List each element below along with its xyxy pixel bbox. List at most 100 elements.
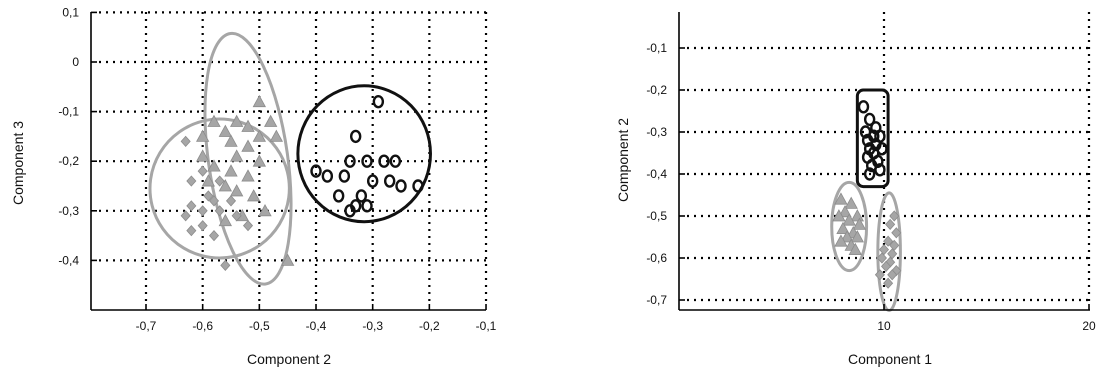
data-point-diamond xyxy=(878,244,890,256)
data-point-diamond xyxy=(180,210,191,222)
data-point-circle xyxy=(338,169,351,183)
data-point-diamond xyxy=(214,205,225,217)
data-point-diamond xyxy=(186,200,197,212)
data-point-circle xyxy=(332,189,345,203)
data-point-triangle xyxy=(264,114,278,127)
data-point-diamond xyxy=(885,218,896,230)
data-point-circle xyxy=(349,129,362,144)
y-tick-label: -0,4 xyxy=(646,167,667,181)
cluster-outline xyxy=(830,180,869,273)
data-point-diamond xyxy=(231,210,242,222)
data-point-triangle xyxy=(836,221,850,235)
y-tick-labels: -0,1 -0,2 -0,3 -0,4 -0,5 -0,6 -0,7 xyxy=(646,41,667,307)
x-axis-label: Component 1 xyxy=(848,351,932,367)
x-tick-label: -0,5 xyxy=(249,319,270,333)
y-tick-label: -0,2 xyxy=(58,154,79,168)
data-point-circle xyxy=(355,189,368,203)
data-point-circle xyxy=(857,100,870,114)
data-point-diamond xyxy=(197,165,208,177)
data-point-diamond xyxy=(881,260,892,272)
data-point-circle xyxy=(361,199,373,213)
data-point-diamond xyxy=(883,235,894,247)
data-point-triangle xyxy=(229,149,244,162)
data-point-circle xyxy=(321,169,334,183)
cluster-outline xyxy=(855,88,890,189)
data-point-triangle xyxy=(224,134,238,147)
data-point-triangle xyxy=(207,114,221,127)
data-point-triangle xyxy=(850,230,865,243)
data-point-circle xyxy=(310,164,322,178)
data-point-triangle xyxy=(241,119,255,132)
data-point-circle xyxy=(378,154,390,168)
data-point-triangle xyxy=(246,189,261,202)
data-point-triangle xyxy=(201,174,216,187)
data-point-circle xyxy=(383,174,396,188)
axes xyxy=(678,12,1090,311)
data-point-triangle xyxy=(842,213,856,226)
data-point-triangle xyxy=(844,196,858,209)
data-point-circle xyxy=(874,163,886,177)
data-point-circle xyxy=(361,154,373,168)
data-point-triangle xyxy=(241,139,255,152)
data-point-triangle xyxy=(258,203,272,217)
x-tick-label: -0,3 xyxy=(362,319,383,333)
y-tick-label: -0,3 xyxy=(646,125,667,139)
data-point-diamond xyxy=(887,269,898,281)
data-point-triangle xyxy=(224,164,238,177)
data-point-circle xyxy=(344,204,356,218)
data-point-circle xyxy=(412,179,424,193)
data-point-triangle xyxy=(850,209,865,222)
data-point-triangle xyxy=(252,129,267,142)
data-point-circle xyxy=(863,167,876,181)
data-points xyxy=(832,100,902,289)
data-point-circle xyxy=(344,154,356,168)
data-point-diamond xyxy=(197,205,208,217)
data-point-diamond xyxy=(220,259,231,271)
y-tick-label: -0,1 xyxy=(646,41,667,55)
data-point-circle xyxy=(366,174,379,188)
data-point-triangle xyxy=(252,94,267,108)
y-tick-label: -0,5 xyxy=(646,209,667,223)
data-point-triangle xyxy=(840,230,854,243)
data-point-triangle xyxy=(838,204,852,218)
cluster-outline xyxy=(203,31,293,286)
x-axis-label: Component 2 xyxy=(247,351,331,367)
cluster-outline xyxy=(296,84,432,224)
data-point-triangle xyxy=(281,253,295,266)
y-tick-label: -0,2 xyxy=(646,83,667,97)
data-point-diamond xyxy=(883,277,894,289)
y-tick-labels: 0,1 0 -0,1 -0,2 -0,3 -0,4 xyxy=(58,5,79,267)
data-point-diamond xyxy=(186,175,197,187)
data-point-triangle xyxy=(852,217,867,230)
y-tick-label: -0,3 xyxy=(58,204,79,218)
x-tick-label: -0,6 xyxy=(192,319,213,333)
data-point-diamond xyxy=(876,252,887,264)
y-axis-label: Component 2 xyxy=(615,118,631,202)
data-point-diamond xyxy=(887,248,898,260)
data-point-triangle xyxy=(848,242,862,256)
chart-left: -0,7 -0,6 -0,5 -0,4 -0,3 -0,2 -0,1 0,10-0,1-0,… xyxy=(10,5,497,367)
x-tick-label: -0,1 xyxy=(476,319,497,333)
data-point-diamond xyxy=(891,227,902,239)
x-tick-label: 20 xyxy=(1082,319,1096,333)
data-point-diamond xyxy=(203,190,214,202)
cluster-outlines xyxy=(148,31,432,286)
data-point-diamond xyxy=(197,220,208,232)
data-point-triangle xyxy=(834,234,848,247)
data-point-diamond xyxy=(208,195,220,207)
x-tick-label: 10 xyxy=(877,319,891,333)
data-point-triangle xyxy=(229,184,244,197)
data-point-circle xyxy=(389,154,402,168)
y-tick-label: -0,4 xyxy=(58,253,79,267)
chart-right: 10 20 -0,1 -0,2 -0,3 -0,4 -0,5 -0,6 -0,7 Compon… xyxy=(615,12,1096,367)
data-point-triangle xyxy=(832,209,846,222)
y-tick-label: 0 xyxy=(72,55,79,69)
data-point-triangle xyxy=(229,114,244,127)
y-axis-label: Component 3 xyxy=(10,121,26,205)
x-tick-labels: 10 20 xyxy=(877,319,1096,333)
x-tick-label: -0,4 xyxy=(306,319,327,333)
data-point-diamond xyxy=(889,239,900,251)
data-point-diamond xyxy=(208,230,220,242)
data-points xyxy=(180,94,424,271)
